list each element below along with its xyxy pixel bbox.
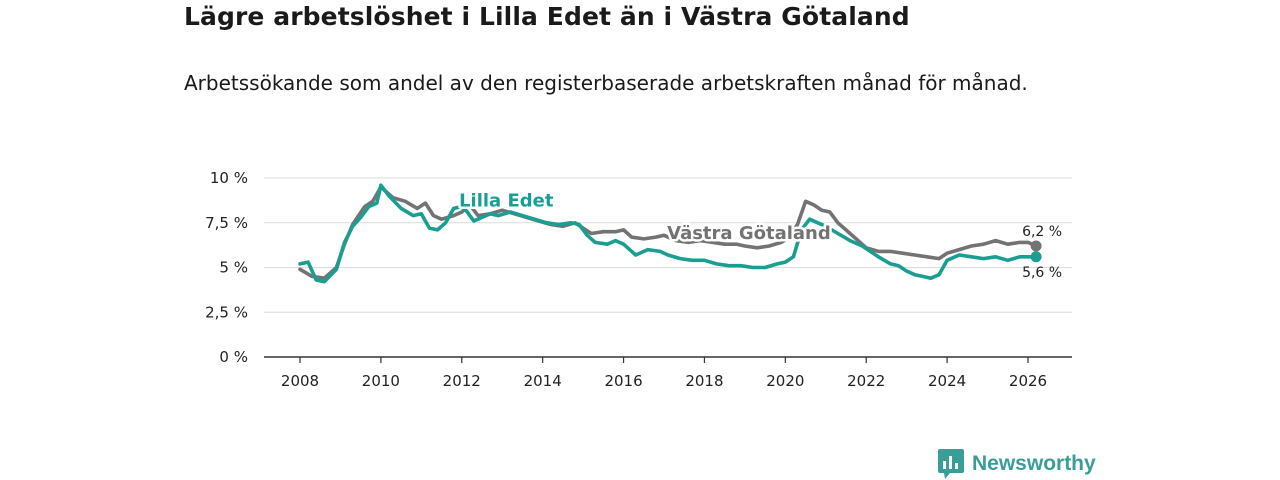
x-tick-label: 2024 bbox=[928, 372, 966, 390]
newsworthy-logo-icon bbox=[938, 449, 964, 479]
x-tick-label: 2018 bbox=[685, 372, 723, 390]
series-end-point bbox=[1030, 240, 1042, 252]
y-tick-label: 10 % bbox=[210, 169, 248, 187]
end-value-label: 5,6 % bbox=[1022, 265, 1062, 281]
series-line-vastra-gotaland bbox=[298, 185, 1038, 281]
y-tick-label: 0 % bbox=[219, 348, 248, 366]
gridlines bbox=[264, 177, 1072, 313]
series-lines bbox=[298, 183, 1042, 284]
x-tick-label: 2010 bbox=[362, 372, 400, 390]
x-tick-label: 2008 bbox=[281, 372, 319, 390]
chart-subtitle: Arbetssökande som andel av den registerb… bbox=[184, 71, 1028, 95]
x-tick-label: 2026 bbox=[1009, 372, 1047, 390]
y-tick-label: 2,5 % bbox=[205, 303, 248, 321]
y-tick-label: 5 % bbox=[219, 259, 248, 277]
brand-name: Newsworthy bbox=[972, 452, 1096, 475]
chart-title: Lägre arbetslöshet i Lilla Edet än i Väs… bbox=[184, 2, 910, 31]
series-name-label: Lilla Edet bbox=[459, 191, 554, 212]
brand-logo: Newsworthy bbox=[938, 449, 1096, 479]
series-name-label: Västra Götaland bbox=[667, 223, 831, 244]
x-tick-label: 2012 bbox=[443, 372, 481, 390]
series-labels: 6,2 % 5,6 % Lilla Edet Västra Götaland bbox=[457, 188, 1063, 281]
axes: 0 % 2,5 % 5 % 7,5 % 10 % 2008 2010 2012 2014 2016… bbox=[205, 169, 1072, 390]
series-end-point bbox=[1030, 251, 1042, 263]
x-tick-label: 2014 bbox=[524, 372, 562, 390]
x-tick-label: 2020 bbox=[766, 372, 804, 390]
x-tick-label: 2016 bbox=[604, 372, 642, 390]
series-line-lilla-edet bbox=[298, 183, 1038, 284]
x-tick-label: 2022 bbox=[847, 372, 885, 390]
end-value-label: 6,2 % bbox=[1022, 224, 1062, 240]
y-tick-label: 7,5 % bbox=[205, 214, 248, 232]
